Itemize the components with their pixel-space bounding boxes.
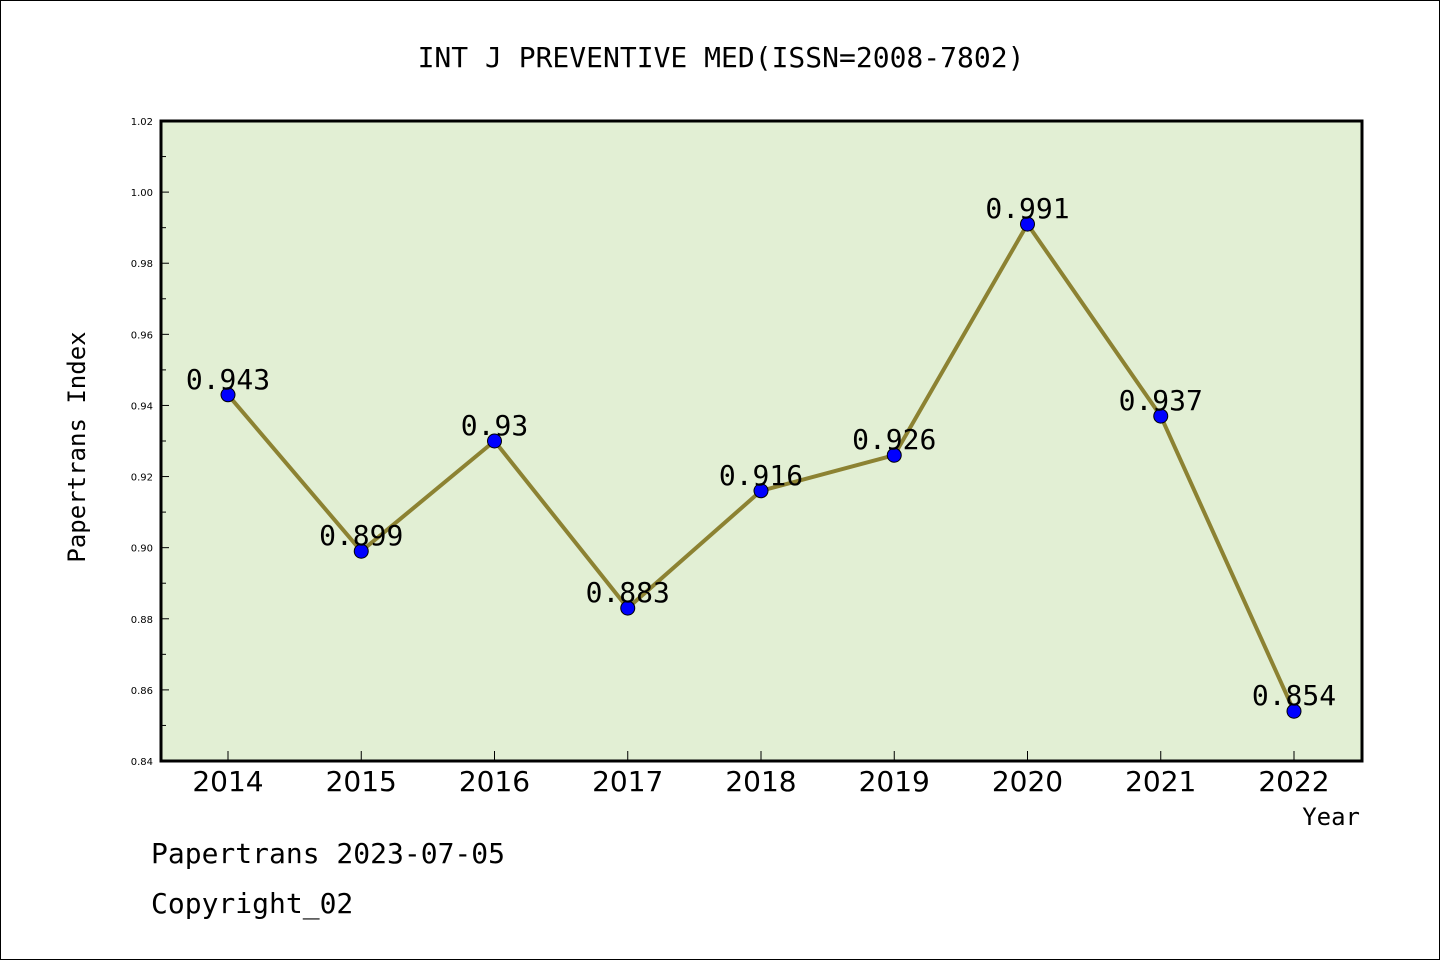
y-tick-label: 0.86 — [131, 686, 153, 697]
data-markers — [220, 216, 1302, 719]
x-tick-label: 2016 — [459, 765, 530, 798]
data-point — [1286, 703, 1302, 719]
y-tick-label: 0.98 — [131, 259, 153, 270]
data-point — [220, 387, 236, 403]
x-tick-label: 2017 — [592, 765, 663, 798]
chart-title: INT J PREVENTIVE MED(ISSN=2008-7802) — [418, 41, 1025, 74]
y-tick-label: 1.00 — [131, 188, 153, 199]
y-tick-label: 0.94 — [131, 401, 153, 412]
x-tick-label: 2021 — [1125, 765, 1196, 798]
footer-copyright-text: Copyright_02 — [151, 887, 354, 920]
data-label: 0.937 — [1119, 384, 1203, 417]
y-axis-label: Papertrans Index — [63, 331, 91, 562]
data-point — [1020, 216, 1035, 232]
y-axis-ticks: 0.84 0.86 0.88 0.90 0.92 0.94 0.96 0.98 1.00 1.02 — [131, 117, 169, 768]
y-tick-label: 0.92 — [131, 473, 153, 484]
x-tick-label: 2020 — [992, 765, 1063, 798]
x-tick-label: 2018 — [725, 765, 796, 798]
data-point — [353, 543, 369, 559]
y-tick-label: 0.84 — [131, 757, 153, 768]
footer-date-text: Papertrans 2023-07-05 — [151, 837, 506, 870]
data-point — [1153, 408, 1169, 424]
y-tick-label: 0.96 — [131, 330, 153, 341]
x-axis-label: Year — [1302, 803, 1360, 831]
data-label: 0.93 — [461, 409, 528, 442]
x-tick-label: 2015 — [326, 765, 397, 798]
data-label: 0.943 — [186, 363, 270, 396]
data-point — [487, 433, 502, 449]
data-label: 0.926 — [852, 423, 936, 456]
plot-area — [159, 119, 1364, 763]
data-label: 0.916 — [719, 459, 803, 492]
data-label: 0.899 — [319, 519, 403, 552]
x-tick-label: 2019 — [859, 765, 930, 798]
x-tick-label: 2014 — [192, 765, 263, 798]
y-tick-label: 0.88 — [131, 615, 153, 626]
x-axis-ticks: 2014 2015 2016 2017 2018 2019 2020 2021 2022 — [192, 751, 1330, 798]
y-tick-label: 0.90 — [131, 544, 153, 555]
data-point — [620, 600, 636, 616]
data-labels: 0.943 0.899 0.93 0.883 0.916 0.926 0.991 0.937 0… — [186, 192, 1336, 712]
x-tick-label: 2022 — [1258, 765, 1329, 798]
y-tick-label: 1.02 — [131, 117, 153, 128]
data-point — [886, 447, 902, 463]
data-label: 0.991 — [985, 192, 1069, 225]
data-label: 0.854 — [1252, 679, 1336, 712]
data-label: 0.883 — [586, 576, 670, 609]
data-point — [753, 483, 769, 499]
